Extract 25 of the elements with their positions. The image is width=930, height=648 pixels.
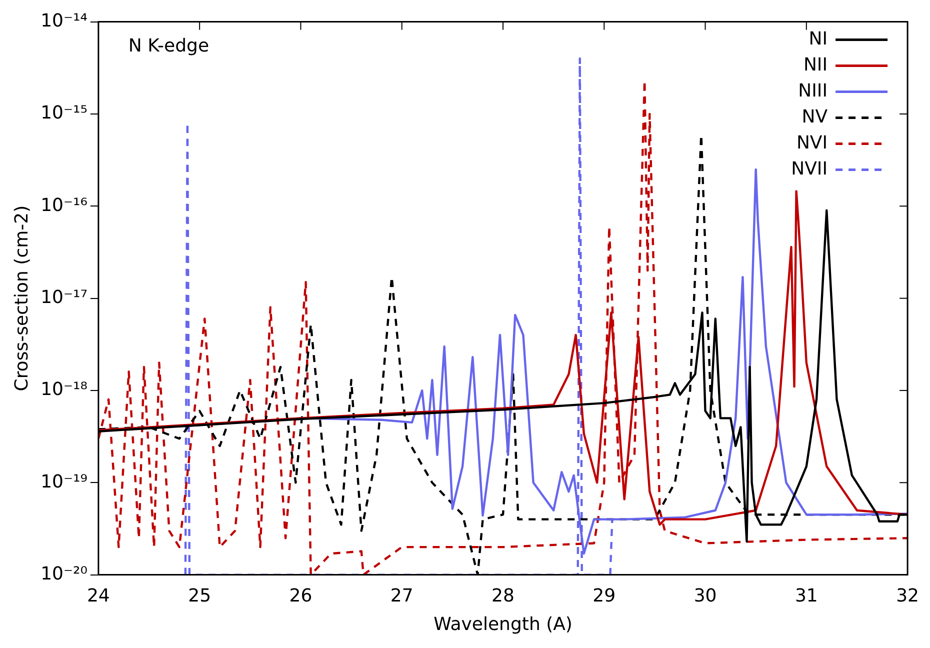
- y-tick-label: 10⁻¹⁸: [40, 379, 88, 400]
- y-tick-label: 10⁻¹⁷: [40, 286, 88, 308]
- x-tick-label: 24: [86, 585, 110, 606]
- x-axis-title: Wavelength (A): [434, 614, 572, 635]
- annotation: N K-edge: [128, 35, 210, 56]
- y-tick-label: 10⁻¹⁶: [40, 194, 88, 216]
- y-tick-label: 10⁻²⁰: [40, 563, 88, 584]
- x-tick-label: 26: [289, 585, 312, 606]
- legend-label: NII: [803, 54, 828, 76]
- y-tick-label: 10⁻¹⁵: [40, 102, 88, 124]
- x-tick-label: 28: [492, 585, 514, 606]
- legend-label: NVII: [791, 158, 828, 180]
- x-tick-label: 29: [592, 585, 616, 606]
- x-tick-label: 27: [390, 585, 414, 606]
- x-tick-label: 32: [896, 585, 919, 606]
- x-tick-label: 25: [188, 585, 212, 606]
- y-axis-title: Cross-section (cm-2): [11, 205, 32, 392]
- legend-label: NV: [802, 106, 828, 128]
- x-tick-label: 31: [794, 585, 818, 606]
- legend-label: NVI: [796, 132, 828, 154]
- legend-label: NIII: [798, 80, 828, 102]
- legend-label: NI: [808, 28, 828, 50]
- y-tick-label: 10⁻¹⁴: [40, 10, 88, 32]
- x-tick-label: 30: [694, 585, 717, 606]
- y-tick-label: 10⁻¹⁹: [40, 471, 88, 492]
